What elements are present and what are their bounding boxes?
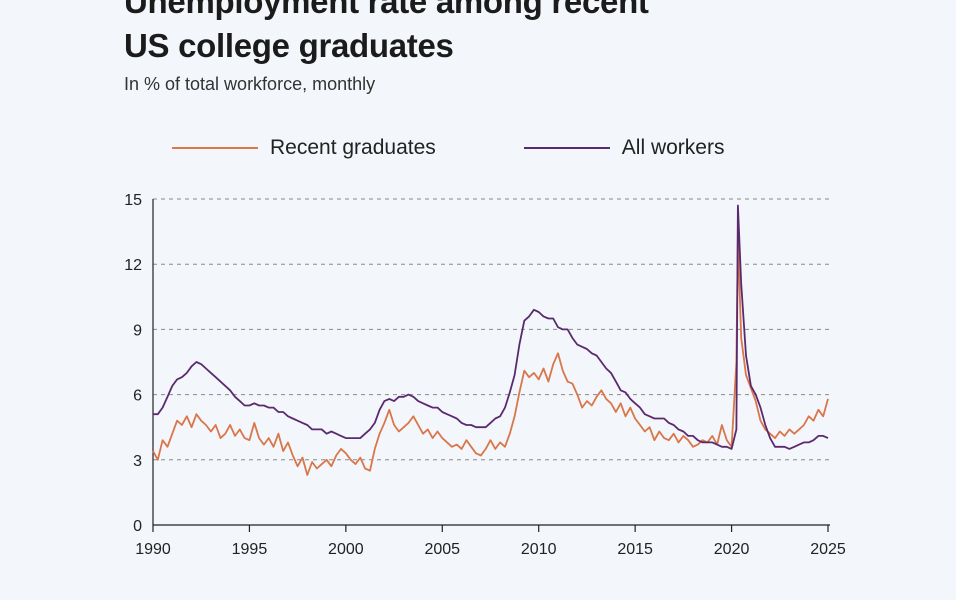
chart-subtitle: In % of total workforce, monthly bbox=[124, 74, 376, 94]
y-tick-label-9: 9 bbox=[133, 322, 142, 339]
chart-legend: Recent graduates All workers bbox=[172, 136, 724, 160]
y-tick-label-3: 3 bbox=[133, 453, 142, 470]
chart-title-line-2: US college graduates bbox=[124, 27, 454, 64]
chart-title-line-1: Unemployment rate among recent bbox=[124, 0, 649, 20]
x-tick-label-2025: 2025 bbox=[810, 541, 846, 558]
legend-item-all-workers: All workers bbox=[523, 136, 725, 160]
series-line-recent-graduates bbox=[152, 234, 829, 476]
x-tick-label-1995: 1995 bbox=[232, 541, 268, 558]
y-tick-label-15: 15 bbox=[124, 192, 142, 209]
y-tick-label-0: 0 bbox=[133, 518, 142, 535]
legend-label-recent-graduates: Recent graduates bbox=[270, 136, 436, 159]
y-tick-label-6: 6 bbox=[133, 388, 142, 405]
x-tick-label-2010: 2010 bbox=[521, 541, 557, 558]
x-tick-label-2015: 2015 bbox=[617, 541, 653, 558]
x-tick-label-1990: 1990 bbox=[135, 541, 171, 558]
legend-label-all-workers: All workers bbox=[621, 136, 725, 159]
y-tick-label-12: 12 bbox=[124, 257, 142, 274]
legend-item-recent-graduates: Recent graduates bbox=[172, 136, 436, 160]
x-tick-label-2000: 2000 bbox=[328, 541, 364, 558]
legend-swatch-all-workers bbox=[523, 147, 610, 149]
series-line-all-workers bbox=[153, 204, 829, 450]
chart-title: Unemployment rate among recent US colleg… bbox=[124, 0, 649, 68]
x-tick-label-2020: 2020 bbox=[714, 541, 750, 558]
legend-swatch-recent-graduates bbox=[172, 147, 258, 149]
x-tick-label-2005: 2005 bbox=[424, 541, 460, 558]
